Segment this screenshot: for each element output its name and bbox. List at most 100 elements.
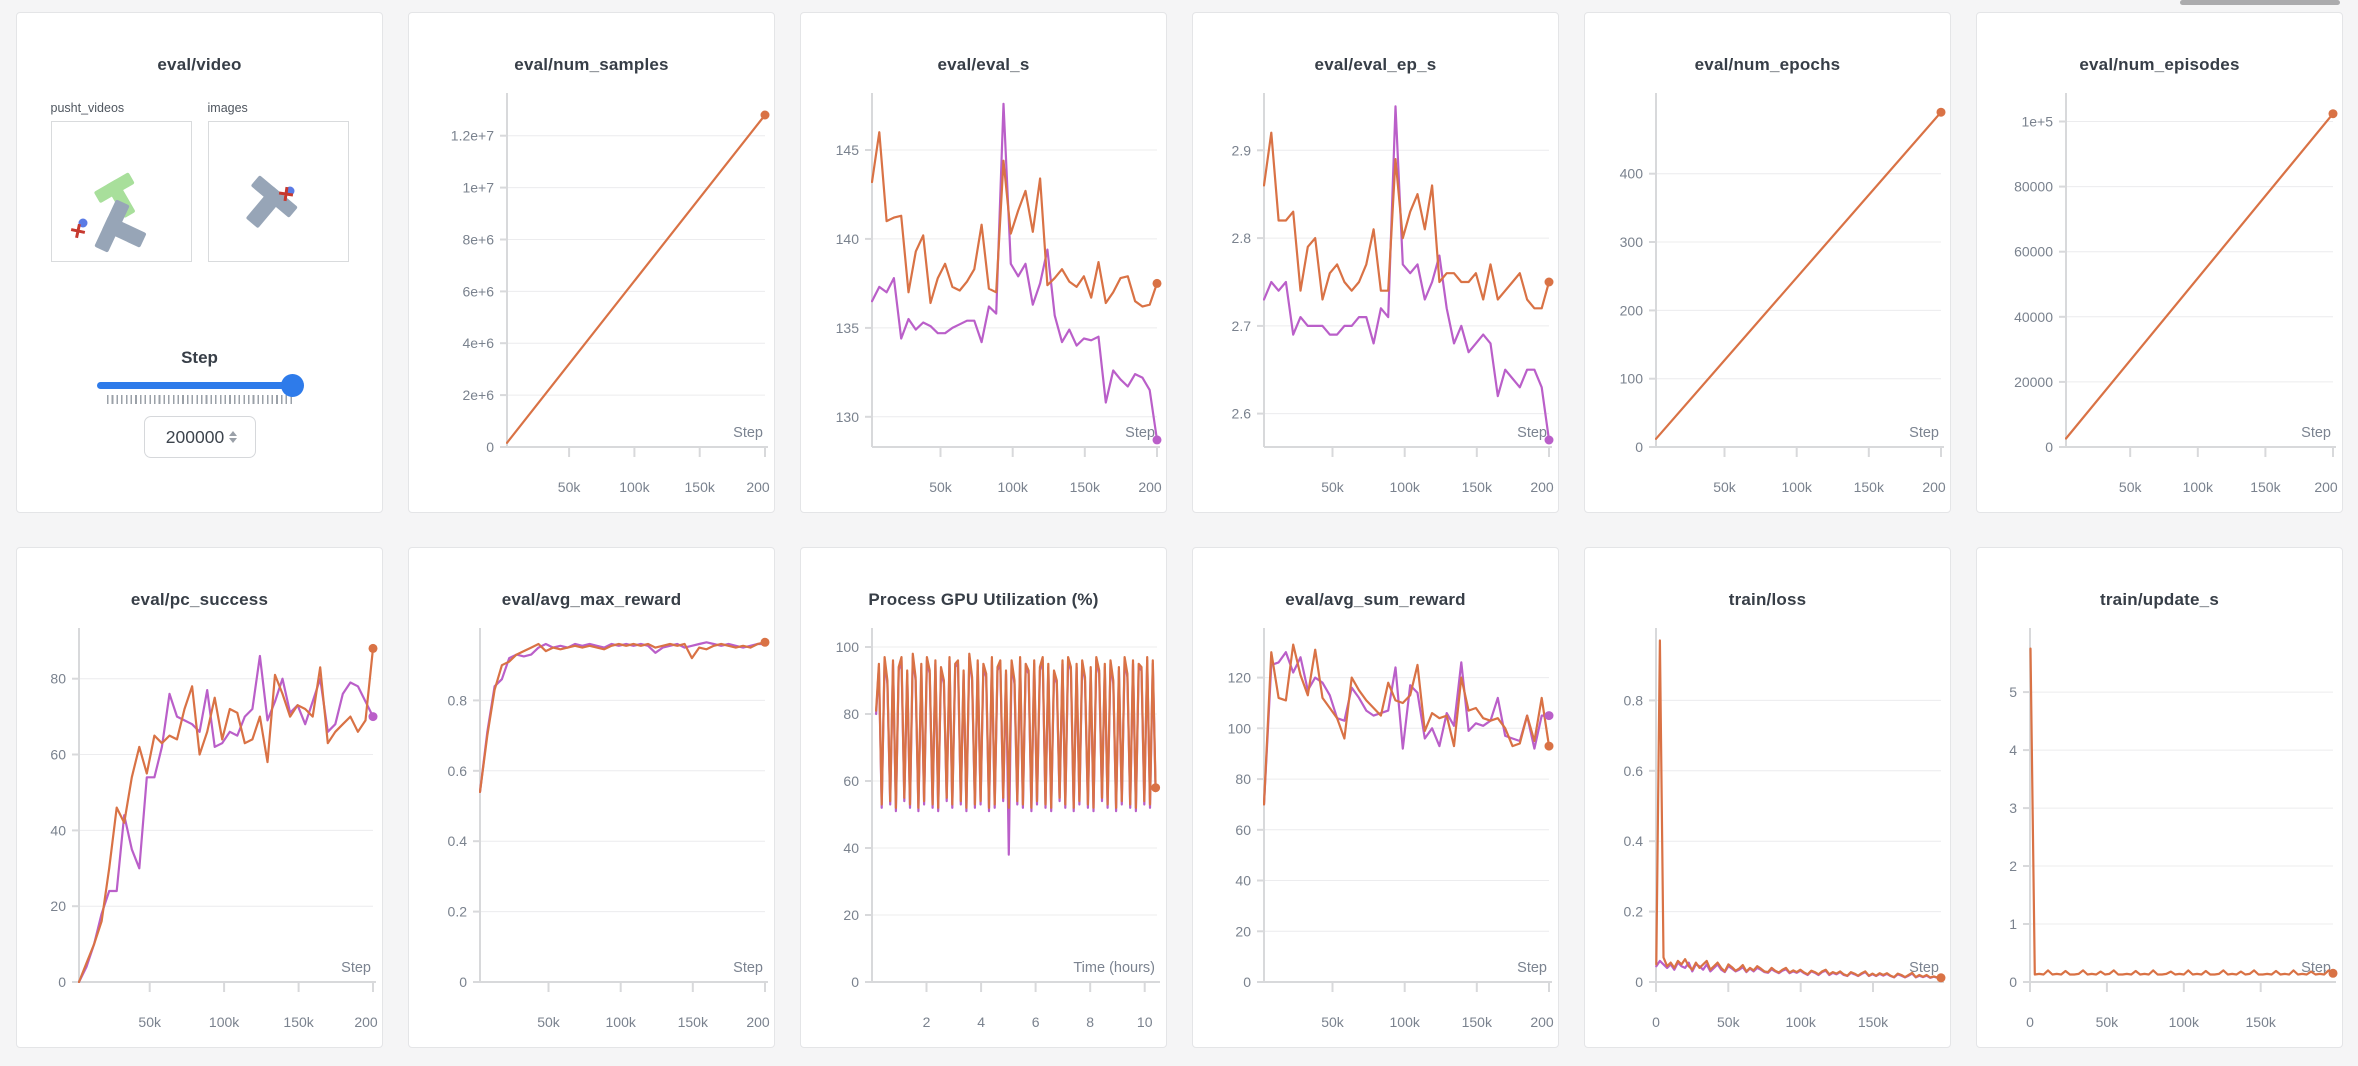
gray-t-shape [94, 199, 146, 253]
spin-up-icon[interactable] [229, 431, 237, 436]
step-slider[interactable] [96, 374, 304, 404]
scrollbar-fragment[interactable] [2180, 0, 2340, 5]
panel-eval-num-epochs[interactable]: eval/num_epochs 0 100 200 300 400 50k 100k 150k… [1584, 12, 1951, 513]
svg-text:150k: 150k [1070, 479, 1101, 495]
panel-eval-pc-success[interactable]: eval/pc_success 0 20 40 60 80 50k 100k 150k 200 S… [16, 547, 383, 1048]
spin-down-icon[interactable] [229, 438, 237, 443]
svg-text:5: 5 [2009, 684, 2017, 700]
svg-text:2.7: 2.7 [1232, 318, 1252, 334]
chart-canvas-eval-eval-s[interactable]: 130 135 140 145 50k 100k 150k 200 Step [801, 81, 1166, 511]
svg-text:1: 1 [2009, 916, 2017, 932]
step-value-box [143, 416, 256, 458]
svg-text:Step: Step [2301, 425, 2331, 441]
svg-text:150k: 150k [1854, 479, 1885, 495]
svg-text:200: 200 [1922, 479, 1946, 495]
video-figure-pusht: pusht_videos [50, 101, 192, 262]
panel-eval-eval-s[interactable]: eval/eval_s 130 135 140 145 50k 100k 150k 200 St… [800, 12, 1167, 513]
svg-text:8: 8 [1086, 1014, 1094, 1030]
svg-text:150k: 150k [2246, 1014, 2277, 1030]
goal-cross [70, 223, 85, 239]
svg-text:50k: 50k [1321, 1014, 1345, 1030]
chart-canvas-eval-num-episodes[interactable]: 0 20000 40000 60000 80000 1e+5 50k 100k 150k 200 S… [1977, 81, 2342, 511]
chart-title: eval/num_epochs [1694, 55, 1841, 74]
svg-text:20: 20 [843, 907, 859, 923]
svg-text:120: 120 [1228, 670, 1252, 686]
svg-text:60: 60 [50, 747, 66, 763]
svg-text:0: 0 [1652, 1014, 1660, 1030]
chart-canvas-eval-eval-ep-s[interactable]: 2.6 2.7 2.8 2.9 50k 100k 150k 200 Step [1193, 81, 1558, 511]
panel-process-gpu-utilization[interactable]: Process GPU Utilization (%) 0 20 40 60 80 100… [800, 547, 1167, 1048]
svg-text:100k: 100k [2183, 479, 2214, 495]
svg-text:0: 0 [1635, 974, 1643, 990]
gray-t-shape [245, 175, 297, 228]
svg-text:100k: 100k [1782, 479, 1813, 495]
video-label-images: images [207, 101, 248, 115]
video-thumbnail-pusht[interactable] [50, 121, 192, 262]
chart-title: Process GPU Utilization (%) [868, 590, 1099, 609]
svg-text:100k: 100k [1786, 1014, 1817, 1030]
svg-text:20: 20 [1235, 923, 1251, 939]
video-figure-images: images [207, 101, 349, 262]
svg-text:0.4: 0.4 [448, 833, 468, 849]
chart-canvas-eval-num-epochs[interactable]: 0 100 200 300 400 50k 100k 150k 200 Step [1585, 81, 1950, 511]
svg-text:100k: 100k [998, 479, 1029, 495]
panel-eval-eval-ep-s[interactable]: eval/eval_ep_s 2.6 2.7 2.8 2.9 50k 100k 150k 20… [1192, 12, 1559, 513]
svg-text:150k: 150k [2250, 479, 2281, 495]
step-value-spinners[interactable] [229, 431, 237, 443]
chart-title: eval/eval_ep_s [1314, 55, 1437, 74]
svg-text:80: 80 [1235, 771, 1251, 787]
video-thumbnail-images[interactable] [207, 121, 349, 262]
chart-title: eval/num_episodes [2079, 55, 2240, 74]
svg-text:Time (hours): Time (hours) [1073, 960, 1155, 976]
step-value-input[interactable] [162, 426, 228, 448]
panel-eval-video[interactable]: eval/video pusht_videos [16, 12, 383, 513]
svg-text:40: 40 [843, 840, 859, 856]
panel-eval-num-episodes[interactable]: eval/num_episodes 0 20000 40000 60000 80000 1… [1976, 12, 2343, 513]
svg-text:20: 20 [50, 898, 66, 914]
svg-text:100k: 100k [1390, 479, 1421, 495]
video-label-pusht: pusht_videos [50, 101, 125, 115]
svg-text:80000: 80000 [2014, 179, 2053, 195]
svg-text:Step: Step [733, 960, 763, 976]
panel-train-update-s[interactable]: train/update_s 0 1 2 3 4 5 0 50k 100k 150k Step [1976, 547, 2343, 1048]
svg-text:50k: 50k [1321, 479, 1345, 495]
panel-title-eval-video: eval/video [157, 55, 242, 74]
svg-text:Step: Step [1517, 425, 1547, 441]
svg-text:150k: 150k [1858, 1014, 1889, 1030]
chart-canvas-eval-pc-success[interactable]: 0 20 40 60 80 50k 100k 150k 200 Step [17, 616, 382, 1046]
svg-text:130: 130 [836, 409, 860, 425]
panel-eval-avg-sum-reward[interactable]: eval/avg_sum_reward 0 20 40 60 80 100 120 50k 10… [1192, 547, 1559, 1048]
panel-eval-num-samples[interactable]: eval/num_samples 0 2e+6 4e+6 6e+6 8e+6 1e+7 1.… [408, 12, 775, 513]
svg-text:150k: 150k [1462, 479, 1493, 495]
svg-text:Step: Step [1125, 425, 1155, 441]
chart-title: eval/avg_max_reward [501, 590, 682, 609]
panel-eval-avg-max-reward[interactable]: eval/avg_max_reward 0 0.2 0.4 0.6 0.8 50k 100k… [408, 547, 775, 1048]
svg-text:6e+6: 6e+6 [462, 283, 494, 299]
svg-text:0.2: 0.2 [448, 904, 468, 920]
svg-text:0: 0 [2045, 439, 2053, 455]
chart-canvas-eval-num-samples[interactable]: 0 2e+6 4e+6 6e+6 8e+6 1e+7 1.2e+7 50k 100k 150k 20… [409, 81, 774, 511]
goal-cross [278, 186, 293, 202]
chart-canvas-process-gpu-utilization[interactable]: 0 20 40 60 80 100 2 4 6 8 10 Time (hours) [801, 616, 1166, 1046]
step-slider-thumb[interactable] [280, 374, 304, 397]
svg-text:1e+7: 1e+7 [462, 180, 494, 196]
svg-text:100: 100 [1620, 371, 1644, 387]
svg-text:0: 0 [2026, 1014, 2034, 1030]
chart-title: train/update_s [2100, 590, 2219, 609]
svg-text:300: 300 [1620, 234, 1644, 250]
svg-text:4: 4 [2009, 742, 2017, 758]
chart-canvas-eval-avg-sum-reward[interactable]: 0 20 40 60 80 100 120 50k 100k 150k 200 Step [1193, 616, 1558, 1046]
svg-text:60: 60 [843, 773, 859, 789]
svg-text:200: 200 [2314, 479, 2338, 495]
svg-text:100k: 100k [2169, 1014, 2200, 1030]
chart-canvas-eval-avg-max-reward[interactable]: 0 0.2 0.4 0.6 0.8 50k 100k 150k 200 Step [409, 616, 774, 1046]
svg-text:0.6: 0.6 [1624, 763, 1644, 779]
step-slider-track[interactable] [96, 374, 304, 397]
images-scene-image [245, 175, 297, 228]
panel-train-loss[interactable]: train/loss 0 0.2 0.4 0.6 0.8 0 50k 100k 150k Step [1584, 547, 1951, 1048]
svg-text:50k: 50k [1717, 1014, 1741, 1030]
svg-text:6: 6 [1032, 1014, 1040, 1030]
chart-canvas-train-loss[interactable]: 0 0.2 0.4 0.6 0.8 0 50k 100k 150k Step [1585, 616, 1950, 1046]
svg-text:0: 0 [1243, 974, 1251, 990]
